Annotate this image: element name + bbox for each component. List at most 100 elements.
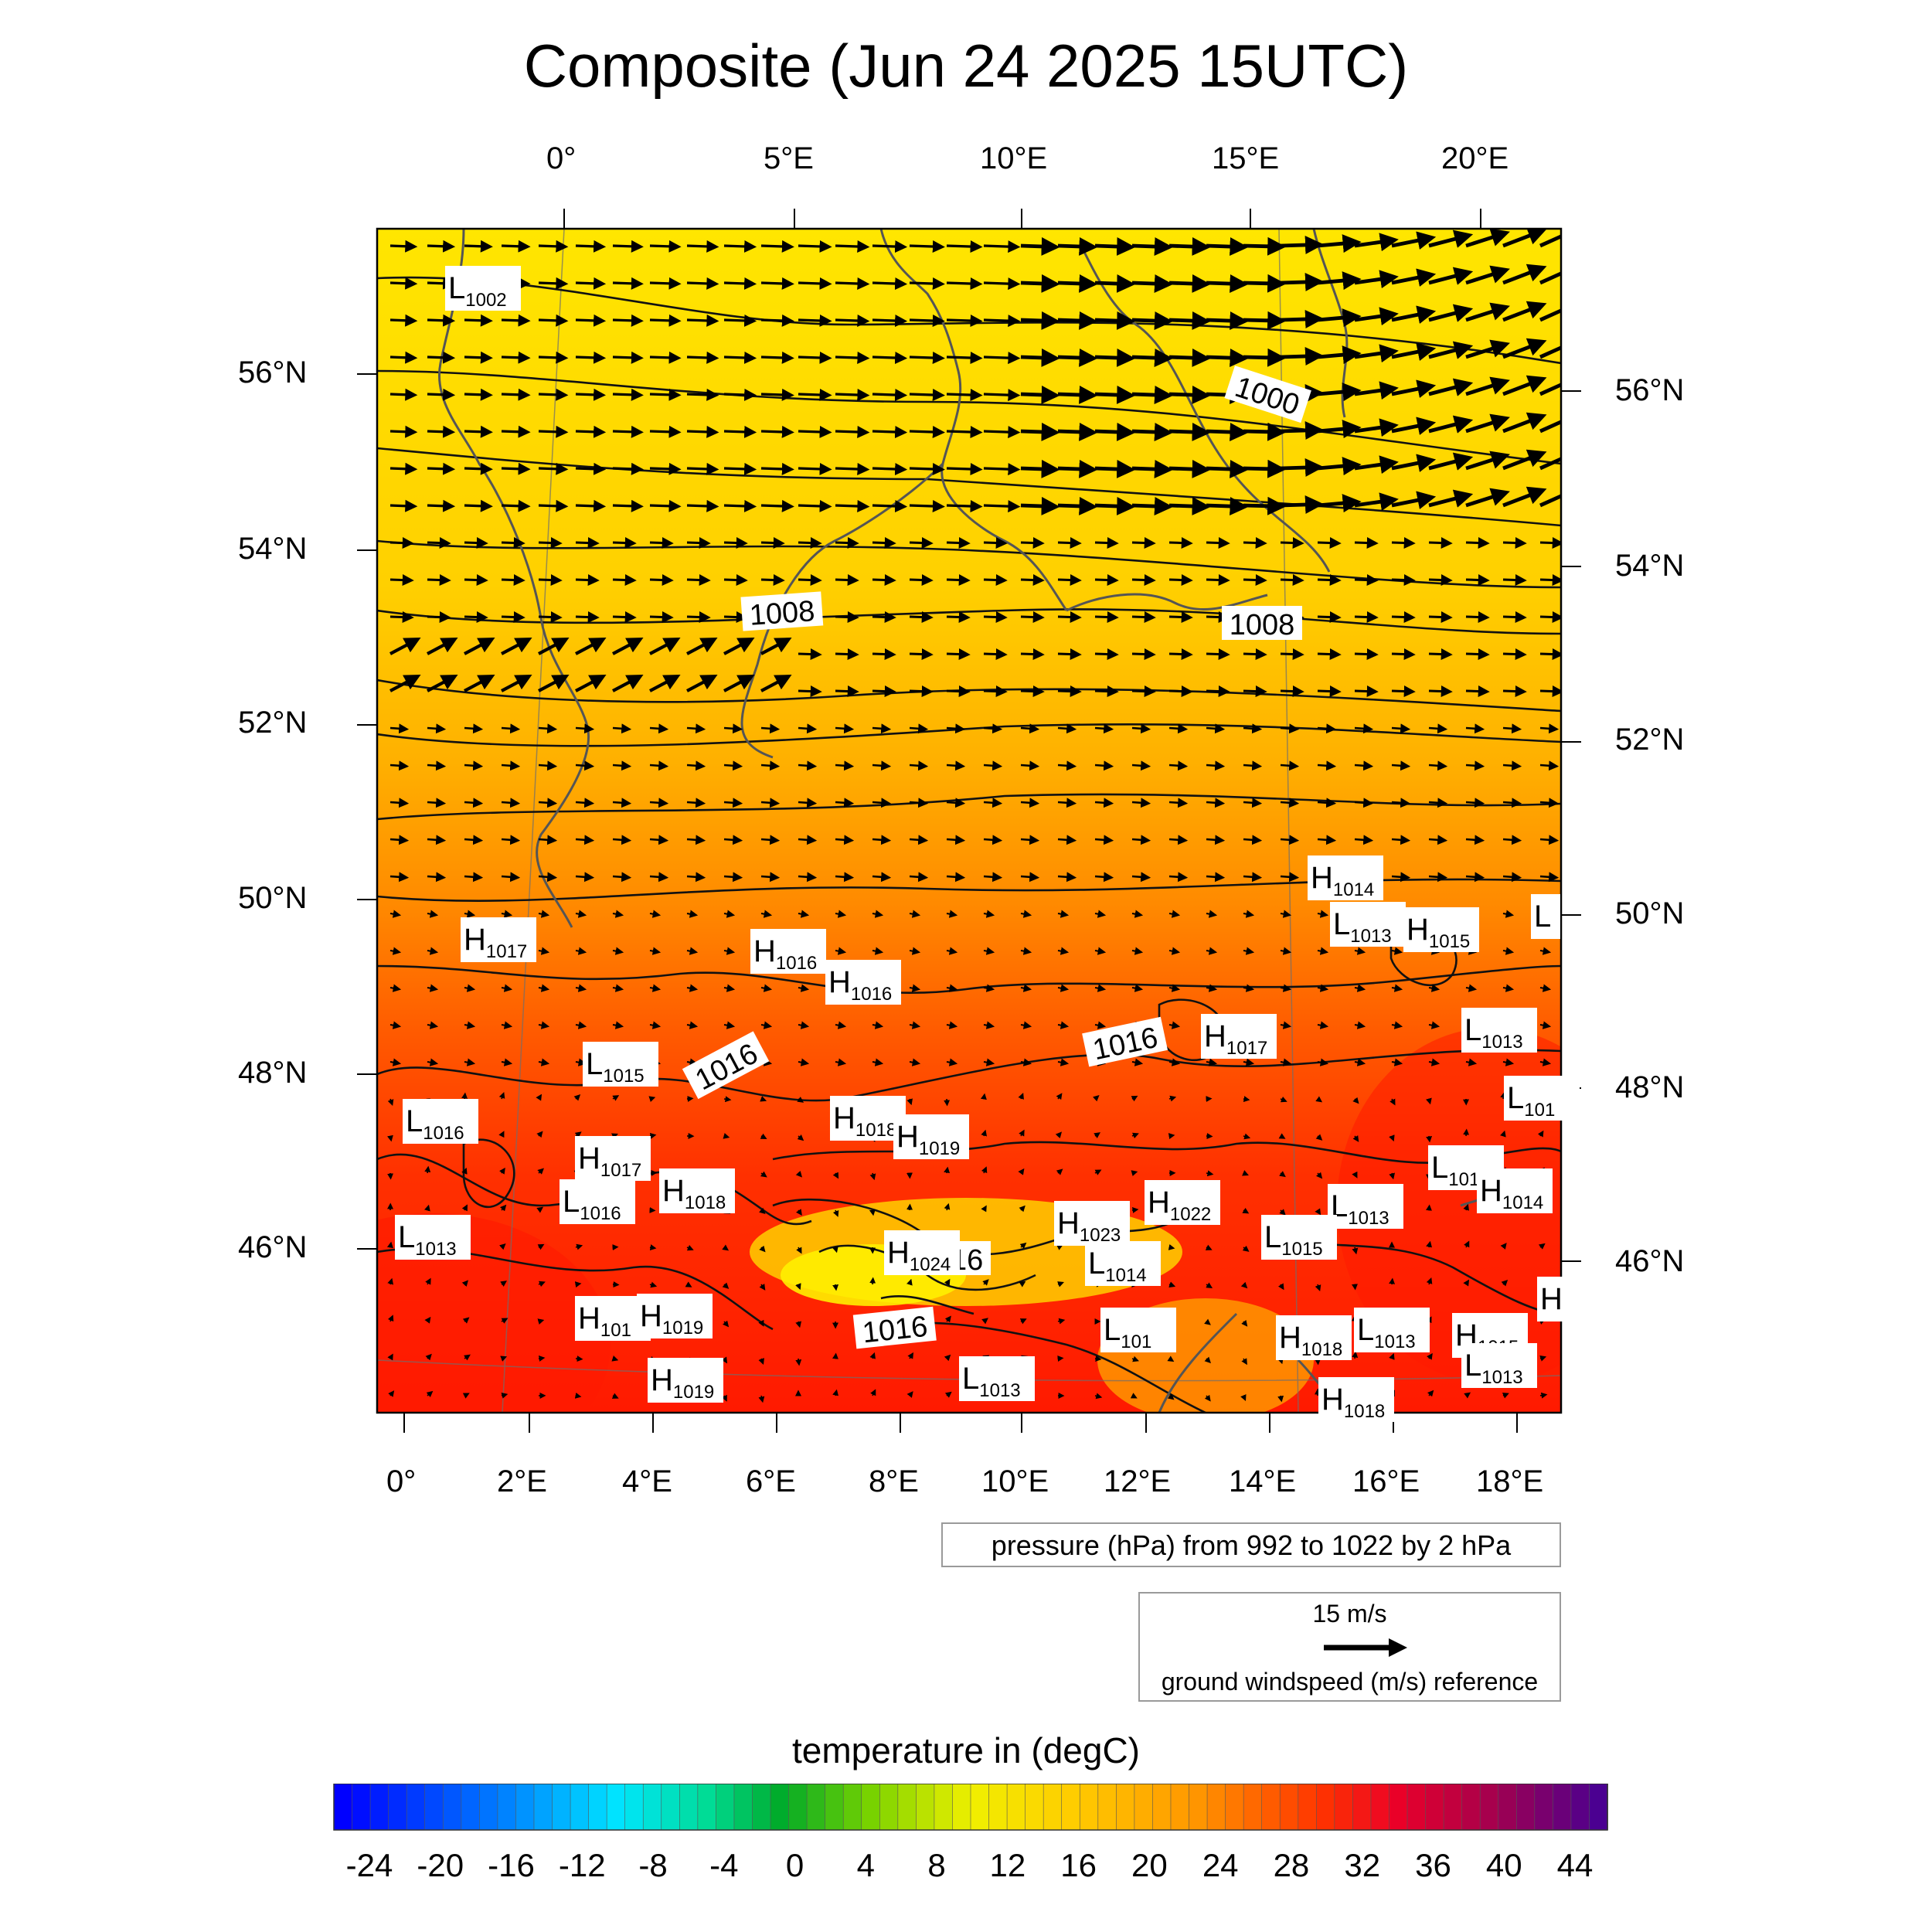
pressure-center-low: L1013 [959,1356,1035,1401]
wind-arrow [613,283,640,284]
wind-arrow [872,394,903,395]
wind-arrow [947,654,967,655]
wind-arrow [984,876,999,877]
wind-arrow [390,283,413,284]
wind-arrow [539,320,564,321]
colorbar-bin [1098,1784,1117,1830]
colorbar-tick-label: -24 [346,1847,393,1884]
wind-arrow [1503,691,1523,692]
colorbar-bin [843,1784,862,1830]
wind-arrow [1095,505,1130,507]
left-lat-label-3: 50°N [238,881,307,916]
colorbar-bin [698,1784,716,1830]
wind-arrow [910,505,941,506]
colorbar-tick-label: 44 [1557,1847,1594,1884]
wind-arrow [650,468,678,469]
wind-arrow [1132,394,1167,396]
wind-arrow [576,765,591,766]
pressure-center-high: H1024 [884,1230,960,1275]
pressure-center-low: L1015 [1261,1215,1337,1260]
colorbar-bin [1316,1784,1335,1830]
colorbar-tick-label: 4 [857,1847,875,1884]
wind-arrow [1058,394,1092,396]
wind-arrow [539,802,554,803]
wind-arrow [687,431,715,432]
wind-arrow [390,1243,391,1247]
wind-arrow [390,357,413,358]
wind-arrow [761,246,791,247]
wind-arrow [835,654,855,655]
wind-arrow [1540,728,1556,729]
wind-arrow [947,431,979,432]
wind-arrow [464,802,480,803]
wind-arrow [1243,802,1259,803]
wind-arrow [613,839,628,840]
colorbar-bin [879,1784,898,1830]
wind-arrow [947,728,962,729]
wind-arrow [1095,431,1130,433]
wind-arrow [502,765,517,766]
wind-arrow [1169,431,1205,433]
wind-arrow [687,246,715,247]
wind-arrow [613,505,640,506]
pressure-center-high: H [1537,1277,1566,1321]
colorbar-bin [1444,1784,1462,1830]
colorbar-bin [553,1784,571,1830]
wind-arrow [872,283,903,284]
wind-arrow [1281,876,1296,877]
wind-arrow [687,357,715,358]
pressure-center-high: H1019 [893,1114,969,1159]
wind-arrow [910,691,930,692]
wind-arrow [650,246,678,247]
wind-arrow [798,357,828,358]
wind-arrow [1058,802,1073,803]
right-lat-label-2: 52°N [1615,723,1684,757]
wind-arrow [390,802,406,803]
colorbar-bin [1480,1784,1498,1830]
wind-arrow [910,802,925,803]
wind-arrow [1281,765,1296,766]
wind-arrow [872,468,903,469]
wind-arrow [1392,728,1407,729]
wind-arrow [724,468,753,469]
wind-arrow [1169,839,1185,840]
wind-arrow [947,320,979,321]
left-lat-label-2: 52°N [238,706,307,740]
wind-arrow [1169,283,1205,284]
bottom-lon-label-7: 14°E [1229,1464,1296,1499]
wind-arrow [464,431,489,432]
wind-arrow [1206,431,1243,433]
wind-arrow [427,839,443,840]
wind-arrow [947,691,967,692]
wind-arrow [1281,468,1318,469]
wind-arrow [798,320,828,321]
wind-reference-speed: 15 m/s [1140,1600,1560,1628]
wind-arrow [1206,691,1226,692]
pressure-center-low: L1013 [1328,1184,1403,1229]
wind-arrow [1206,283,1243,284]
wind-arrow [835,1284,836,1289]
pressure-center-low: L1002 [445,266,521,311]
bottom-lon-label-4: 8°E [869,1464,919,1499]
wind-arrow [1132,691,1152,692]
wind-arrow [835,357,866,358]
top-lon-label-2: 10°E [980,141,1047,176]
wind-arrow [761,320,791,321]
wind-arrow [1466,691,1486,692]
wind-arrow [1095,357,1130,359]
wind-arrow [464,728,480,729]
wind-arrow [464,765,480,766]
colorbar-bin [570,1784,589,1830]
pressure-center-low: L1016 [560,1179,635,1224]
wind-arrow [1318,765,1333,766]
left-lat-label-5: 46°N [238,1230,307,1265]
wind-arrow [464,1094,465,1099]
wind-arrow [1466,839,1481,840]
wind-arrow [1132,1209,1137,1210]
bottom-lon-label-3: 6°E [746,1464,796,1499]
pressure-center-high: H1018 [659,1168,735,1213]
colorbar-bin [734,1784,753,1830]
pressure-center-low: L101 [1504,1076,1580,1121]
pressure-center-low: L [1531,894,1560,939]
wind-arrow [984,468,1016,470]
